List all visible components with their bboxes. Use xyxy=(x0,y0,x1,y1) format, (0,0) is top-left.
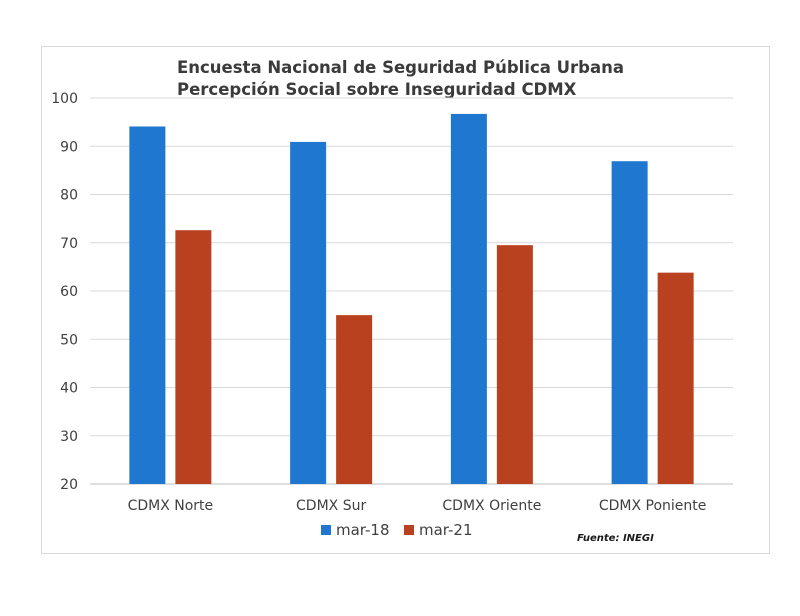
chart-subtitle: Percepción Social sobre Inseguridad CDMX xyxy=(177,80,577,99)
x-category-label: CDMX Norte xyxy=(128,498,214,514)
legend-swatch xyxy=(321,525,331,535)
bar-mar-18-1 xyxy=(290,141,327,484)
bar-mar-21-3 xyxy=(657,272,694,484)
legend: mar-18 mar-21 xyxy=(321,521,473,539)
bar-mar-18-2 xyxy=(450,113,487,485)
y-tick-label: 20 xyxy=(60,477,78,493)
y-tick-label: 40 xyxy=(60,381,78,397)
y-tick-label: 60 xyxy=(60,284,78,300)
x-axis-categories: CDMX Norte CDMX Sur CDMX Oriente CDMX Ponie… xyxy=(128,498,707,514)
y-tick-label: 70 xyxy=(60,236,78,252)
bar-mar-18-3 xyxy=(611,161,648,484)
x-category-label: CDMX Sur xyxy=(296,498,366,514)
y-tick-label: 90 xyxy=(60,139,78,155)
x-category-label: CDMX Poniente xyxy=(599,498,707,514)
y-tick-label: 30 xyxy=(60,429,78,445)
y-axis-ticks: 20 30 40 50 60 70 80 90 100 xyxy=(51,91,78,493)
y-tick-label: 50 xyxy=(60,332,78,348)
bars xyxy=(129,113,694,485)
bar-mar-18-0 xyxy=(129,126,166,484)
y-tick-label: 80 xyxy=(60,188,78,204)
bar-mar-21-0 xyxy=(175,230,212,484)
chart-frame: Encuesta Nacional de Seguridad Pública U… xyxy=(41,46,770,554)
chart-title: Encuesta Nacional de Seguridad Pública U… xyxy=(177,58,624,77)
bar-mar-21-1 xyxy=(336,315,373,484)
bar-chart: Encuesta Nacional de Seguridad Pública U… xyxy=(51,58,733,544)
bar-mar-21-2 xyxy=(496,245,533,484)
x-category-label: CDMX Oriente xyxy=(442,498,541,514)
source-note: Fuente: INEGI xyxy=(577,533,654,544)
legend-swatch xyxy=(404,525,414,535)
legend-label: mar-18 xyxy=(336,521,390,539)
legend-label: mar-21 xyxy=(419,521,473,539)
y-tick-label: 100 xyxy=(51,91,78,107)
